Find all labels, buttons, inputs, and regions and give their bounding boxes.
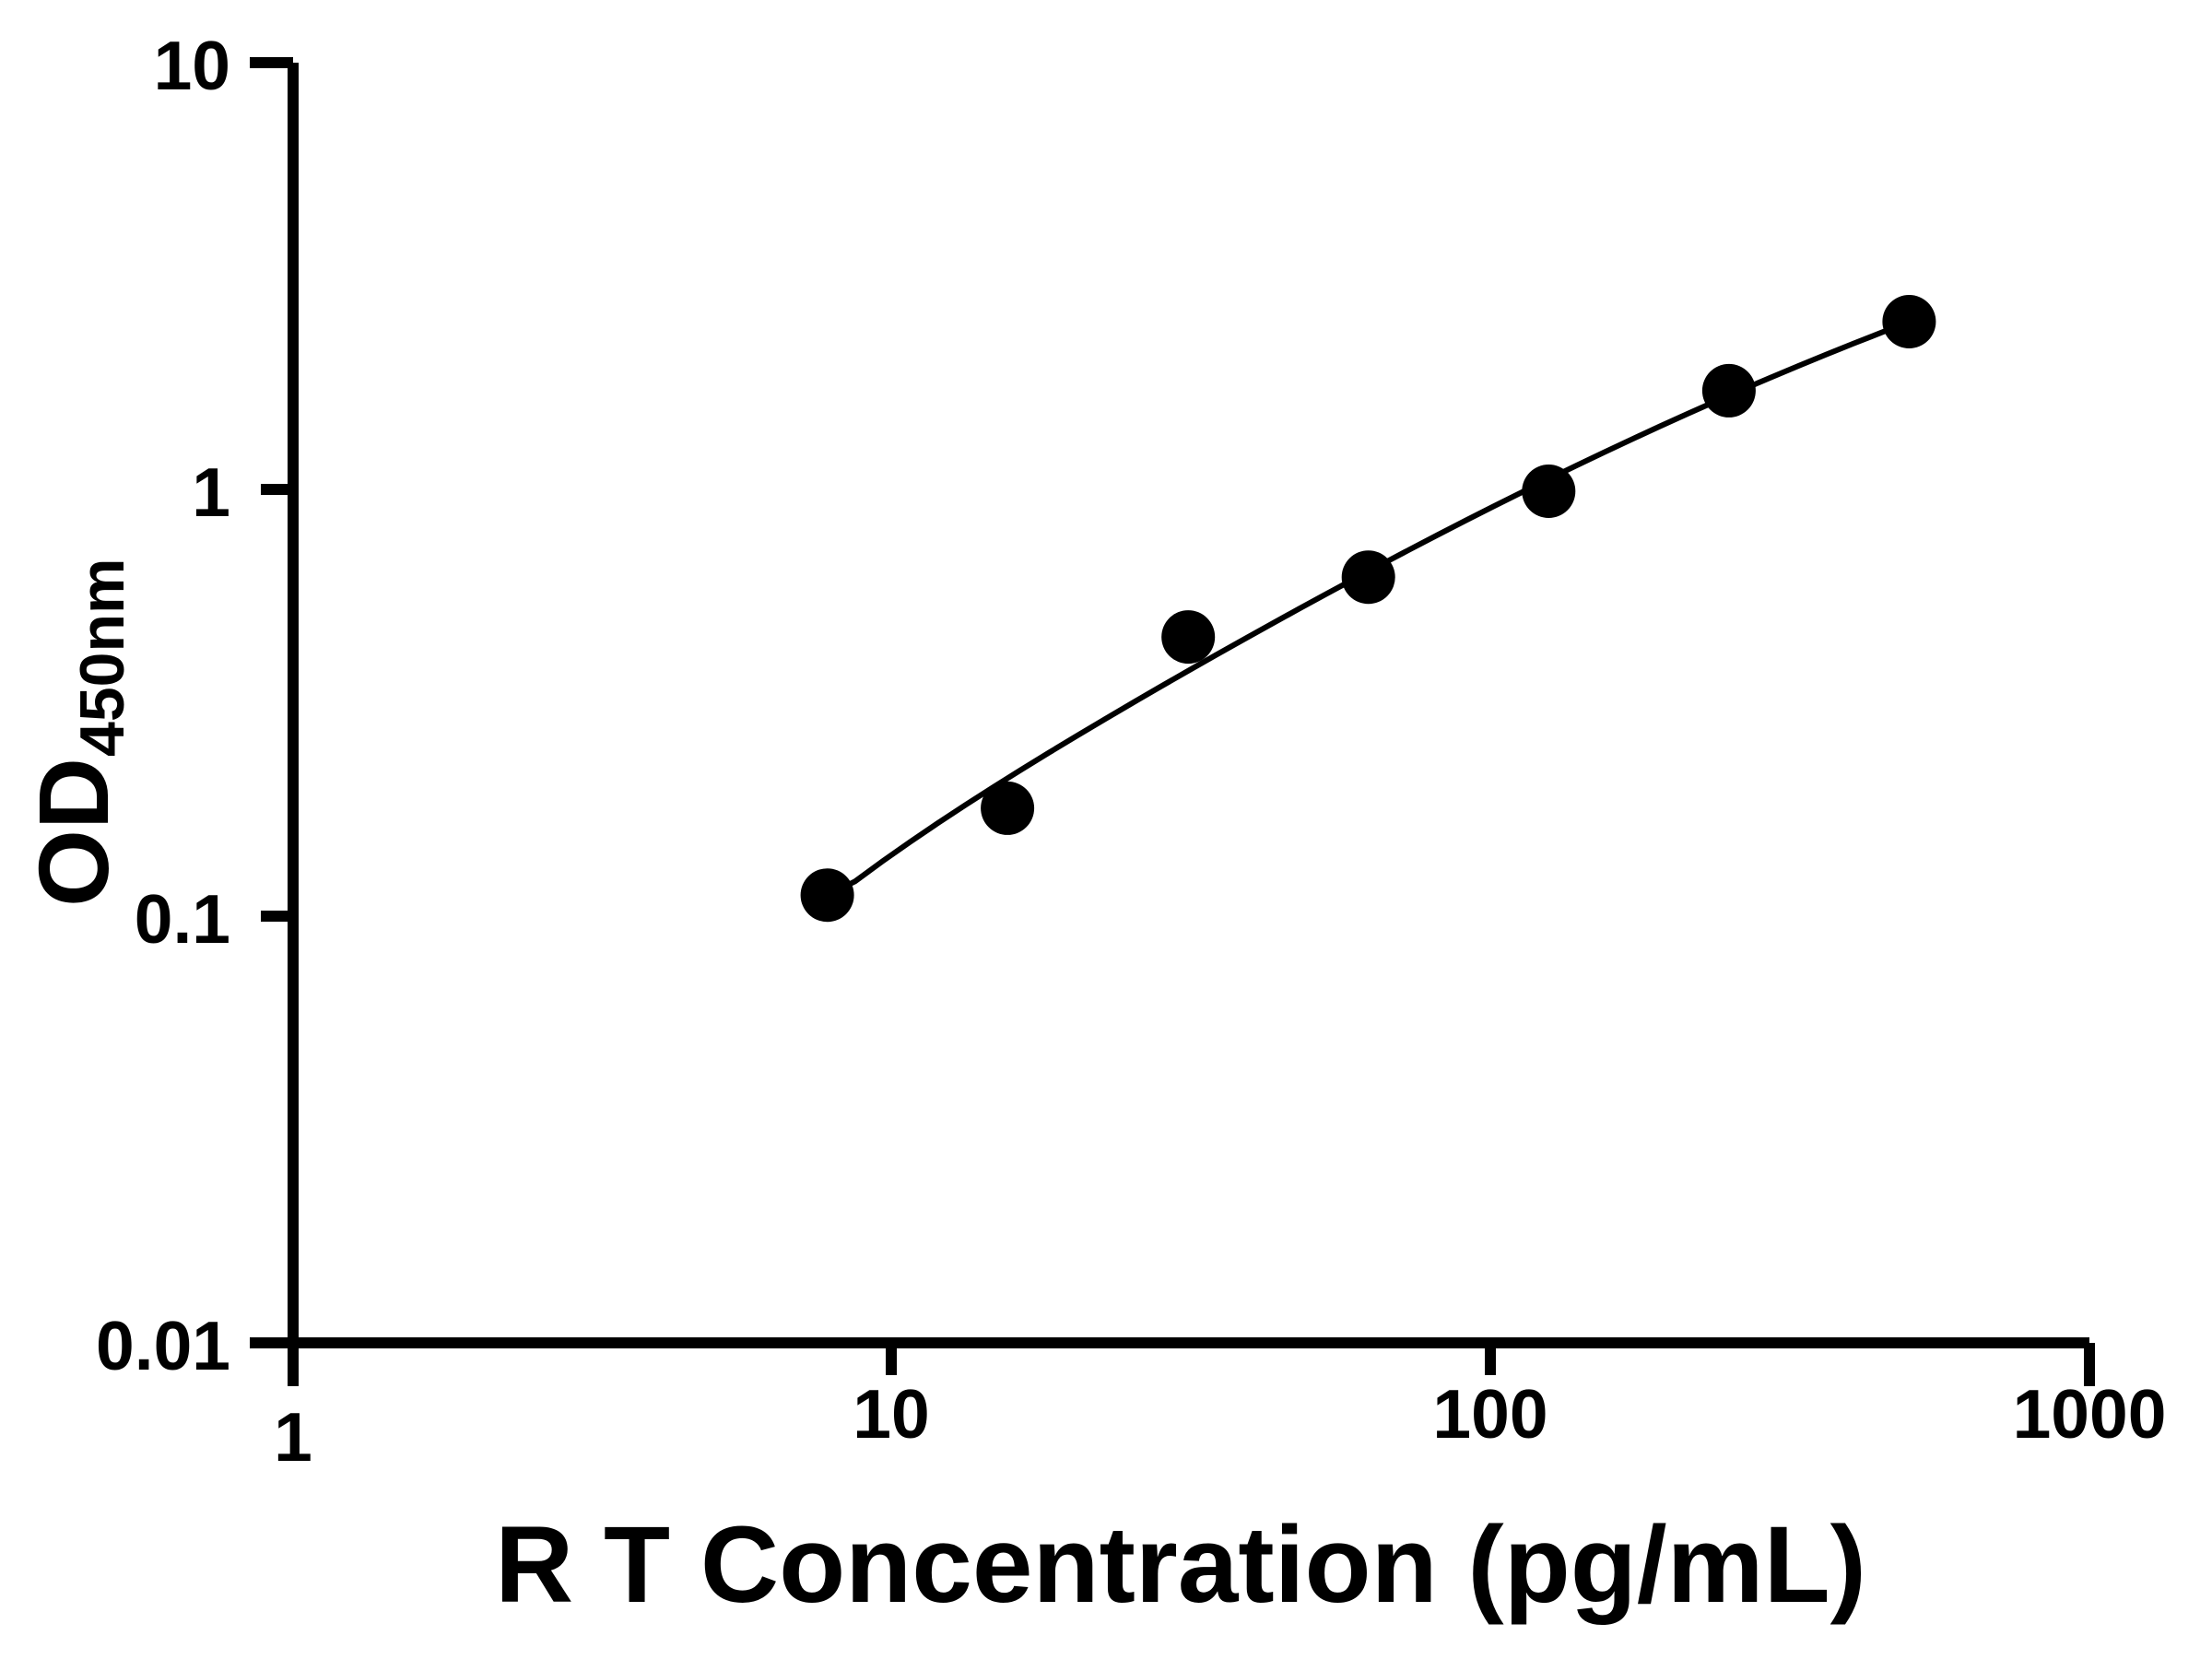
svg-text:10: 10 xyxy=(154,27,230,104)
svg-text:0.1: 0.1 xyxy=(135,880,230,958)
svg-text:OD: OD xyxy=(18,758,129,907)
svg-text:450nm: 450nm xyxy=(67,559,137,757)
svg-text:100: 100 xyxy=(1432,1375,1547,1453)
svg-text:0.01: 0.01 xyxy=(96,1307,230,1384)
svg-text:1: 1 xyxy=(274,1398,312,1476)
svg-text:10: 10 xyxy=(853,1375,929,1453)
svg-text:1: 1 xyxy=(192,453,230,531)
svg-text:R T Concentration (pg/mL): R T Concentration (pg/mL) xyxy=(495,1504,1866,1626)
svg-text:1000: 1000 xyxy=(2013,1375,2167,1453)
